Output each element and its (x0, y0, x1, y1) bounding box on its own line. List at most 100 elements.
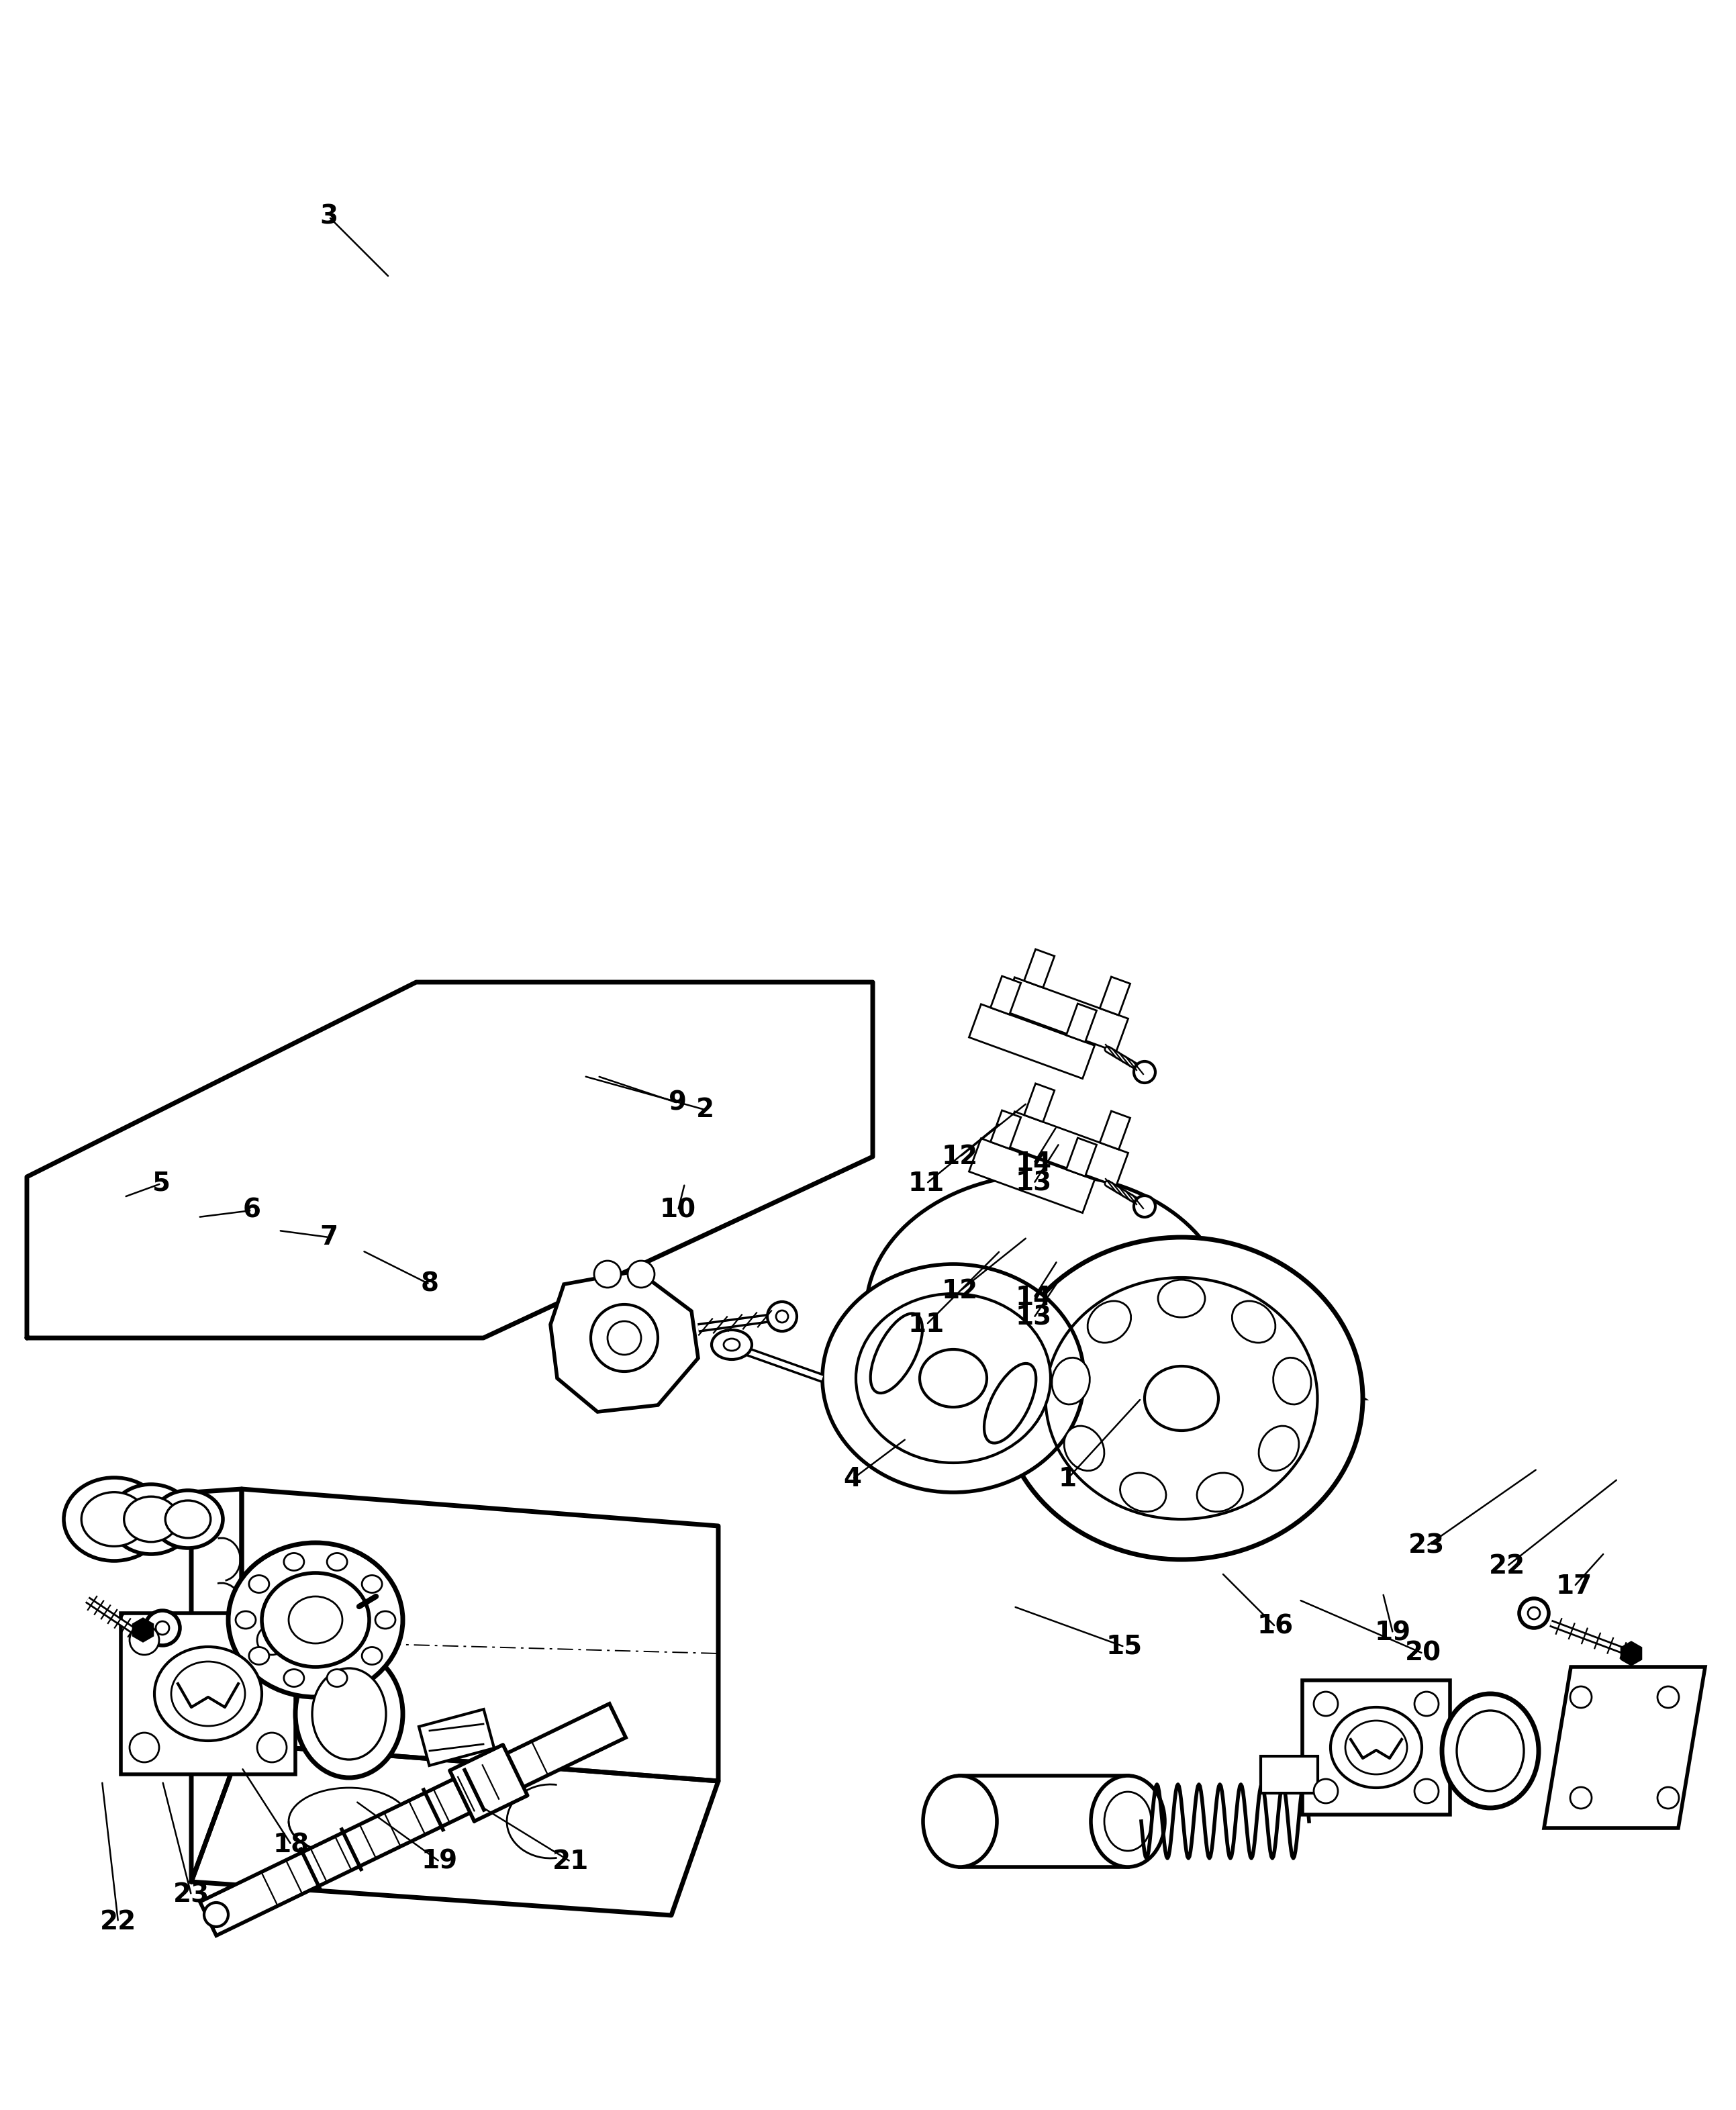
Circle shape (1658, 1686, 1679, 1707)
Circle shape (590, 1304, 658, 1372)
Text: 21: 21 (552, 1848, 589, 1874)
Polygon shape (1066, 1137, 1097, 1175)
Text: 4: 4 (844, 1466, 861, 1492)
Ellipse shape (1330, 1707, 1422, 1787)
Ellipse shape (712, 1329, 752, 1359)
Ellipse shape (1158, 1279, 1205, 1317)
Ellipse shape (82, 1492, 148, 1547)
Polygon shape (969, 1004, 1095, 1078)
Polygon shape (866, 1310, 1363, 1399)
Ellipse shape (984, 1363, 1036, 1443)
Text: 23: 23 (174, 1882, 210, 1907)
Ellipse shape (236, 1612, 255, 1629)
Text: 23: 23 (1408, 1534, 1444, 1559)
Ellipse shape (1144, 1365, 1219, 1431)
Circle shape (1569, 1787, 1592, 1808)
Ellipse shape (1233, 1302, 1276, 1342)
Ellipse shape (227, 1542, 403, 1696)
Circle shape (257, 1732, 286, 1762)
Ellipse shape (1090, 1777, 1165, 1867)
Text: 14: 14 (1016, 1150, 1052, 1175)
Text: 13: 13 (1016, 1171, 1052, 1196)
Text: 22: 22 (101, 1910, 137, 1935)
Ellipse shape (64, 1477, 165, 1561)
Text: 5: 5 (153, 1171, 170, 1196)
Text: 17: 17 (1555, 1574, 1592, 1599)
Text: 18: 18 (273, 1831, 309, 1857)
Text: 14: 14 (1016, 1285, 1052, 1310)
Text: 12: 12 (941, 1279, 977, 1304)
Text: 15: 15 (1106, 1633, 1142, 1661)
Ellipse shape (262, 1572, 370, 1667)
Text: 8: 8 (420, 1272, 439, 1298)
Ellipse shape (285, 1669, 304, 1686)
Circle shape (257, 1625, 286, 1654)
Ellipse shape (375, 1612, 396, 1629)
Ellipse shape (920, 1350, 986, 1407)
Text: 19: 19 (1375, 1620, 1411, 1646)
Ellipse shape (248, 1576, 269, 1593)
Circle shape (1134, 1061, 1156, 1082)
Ellipse shape (866, 1173, 1229, 1447)
Ellipse shape (165, 1500, 210, 1538)
Text: 12: 12 (941, 1144, 977, 1169)
Polygon shape (1024, 950, 1054, 987)
Circle shape (628, 1262, 654, 1287)
Polygon shape (1543, 1667, 1705, 1827)
Polygon shape (1101, 977, 1130, 1015)
Circle shape (1134, 1196, 1156, 1217)
Circle shape (1314, 1692, 1338, 1715)
Polygon shape (1101, 1112, 1130, 1150)
Polygon shape (991, 977, 1021, 1015)
Polygon shape (1066, 1004, 1097, 1042)
Text: 19: 19 (422, 1848, 458, 1874)
Circle shape (1658, 1787, 1679, 1808)
Ellipse shape (924, 1777, 996, 1867)
Ellipse shape (1443, 1694, 1538, 1808)
Text: 3: 3 (319, 205, 339, 230)
Ellipse shape (1000, 1236, 1363, 1559)
Circle shape (130, 1732, 160, 1762)
Ellipse shape (1196, 1473, 1243, 1511)
Text: 7: 7 (319, 1224, 339, 1249)
Ellipse shape (248, 1648, 269, 1665)
Ellipse shape (361, 1576, 382, 1593)
Polygon shape (418, 1709, 495, 1766)
Text: 9: 9 (668, 1091, 687, 1116)
Bar (1302, 1680, 1450, 1815)
Circle shape (594, 1262, 621, 1287)
Text: 1: 1 (1059, 1466, 1076, 1492)
Text: 6: 6 (243, 1198, 260, 1224)
Ellipse shape (1457, 1711, 1524, 1791)
Ellipse shape (109, 1483, 193, 1555)
Ellipse shape (1064, 1426, 1104, 1471)
Polygon shape (1024, 1082, 1054, 1123)
Text: 22: 22 (1489, 1553, 1526, 1578)
Circle shape (1314, 1779, 1338, 1804)
Ellipse shape (1272, 1357, 1311, 1405)
Circle shape (130, 1625, 160, 1654)
Polygon shape (132, 1618, 153, 1642)
Ellipse shape (155, 1646, 262, 1741)
Circle shape (146, 1610, 181, 1646)
Ellipse shape (295, 1650, 403, 1779)
Polygon shape (1621, 1642, 1642, 1665)
Bar (1260, 1756, 1318, 1794)
Text: 16: 16 (1257, 1614, 1293, 1639)
Circle shape (1415, 1692, 1439, 1715)
Ellipse shape (870, 1312, 922, 1393)
Ellipse shape (326, 1553, 347, 1570)
Ellipse shape (312, 1669, 385, 1760)
Polygon shape (200, 1703, 625, 1935)
Ellipse shape (285, 1553, 304, 1570)
Circle shape (1569, 1686, 1592, 1707)
Ellipse shape (361, 1648, 382, 1665)
Ellipse shape (153, 1490, 222, 1549)
Bar (122, 1614, 295, 1775)
Polygon shape (991, 1110, 1021, 1148)
Text: 2: 2 (696, 1097, 713, 1123)
Polygon shape (1003, 977, 1128, 1051)
Ellipse shape (326, 1669, 347, 1686)
Polygon shape (969, 1139, 1095, 1213)
Polygon shape (450, 1745, 528, 1821)
